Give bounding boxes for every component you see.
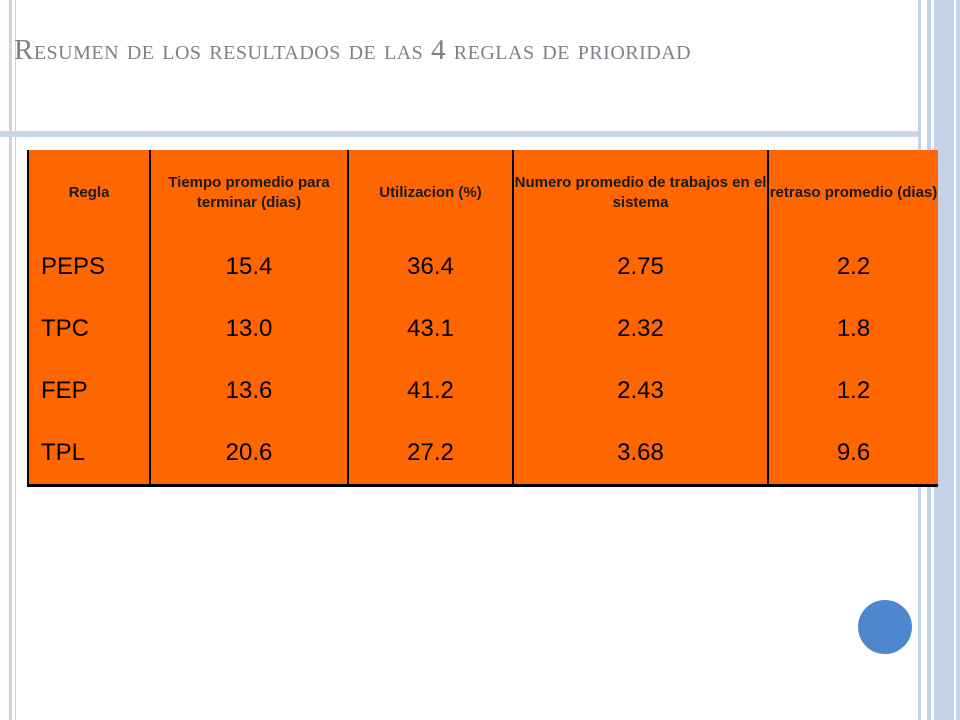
- cell-retraso: 9.6: [767, 422, 938, 487]
- header-retraso-promedio: retraso promedio (dias): [767, 150, 938, 236]
- table-header-row: Regla Tiempo promedio para terminar (dia…: [27, 150, 938, 236]
- cell-retraso: 1.2: [767, 360, 938, 422]
- results-table: Regla Tiempo promedio para terminar (dia…: [27, 150, 938, 487]
- table-row: FEP 13.6 41.2 2.43 1.2: [27, 360, 938, 422]
- cell-utilizacion: 43.1: [347, 298, 513, 360]
- cell-retraso: 2.2: [767, 236, 938, 298]
- cell-retraso: 1.8: [767, 298, 938, 360]
- frame-left-line: [9, 0, 12, 720]
- frame-left-thin-line: [15, 0, 16, 720]
- cell-utilizacion: 36.4: [347, 236, 513, 298]
- cell-tiempo: 20.6: [149, 422, 348, 487]
- header-numero-promedio: Numero promedio de trabajos en el sistem…: [512, 150, 768, 236]
- cell-tiempo: 13.6: [149, 360, 348, 422]
- cell-numero: 2.32: [512, 298, 768, 360]
- table-row: TPL 20.6 27.2 3.68 9.6: [27, 422, 938, 487]
- table-row: TPC 13.0 43.1 2.32 1.8: [27, 298, 938, 360]
- cell-utilizacion: 27.2: [347, 422, 513, 487]
- title-underline-bar: [0, 131, 920, 137]
- table-row: PEPS 15.4 36.4 2.75 2.2: [27, 236, 938, 298]
- cell-regla: FEP: [27, 360, 150, 422]
- header-tiempo-promedio: Tiempo promedio para terminar (dias): [149, 150, 348, 236]
- cell-numero: 2.75: [512, 236, 768, 298]
- cell-regla: TPC: [27, 298, 150, 360]
- cell-numero: 3.68: [512, 422, 768, 487]
- header-utilizacion: Utilizacion (%): [347, 150, 513, 236]
- decorative-circle: [855, 597, 915, 657]
- cell-regla: TPL: [27, 422, 150, 487]
- cell-utilizacion: 41.2: [347, 360, 513, 422]
- cell-regla: PEPS: [27, 236, 150, 298]
- right-band-stripe: [954, 0, 956, 720]
- cell-tiempo: 13.0: [149, 298, 348, 360]
- slide-title: Resumen de los resultados de las 4 regla…: [14, 34, 692, 66]
- cell-numero: 2.43: [512, 360, 768, 422]
- cell-tiempo: 15.4: [149, 236, 348, 298]
- header-regla: Regla: [27, 150, 150, 236]
